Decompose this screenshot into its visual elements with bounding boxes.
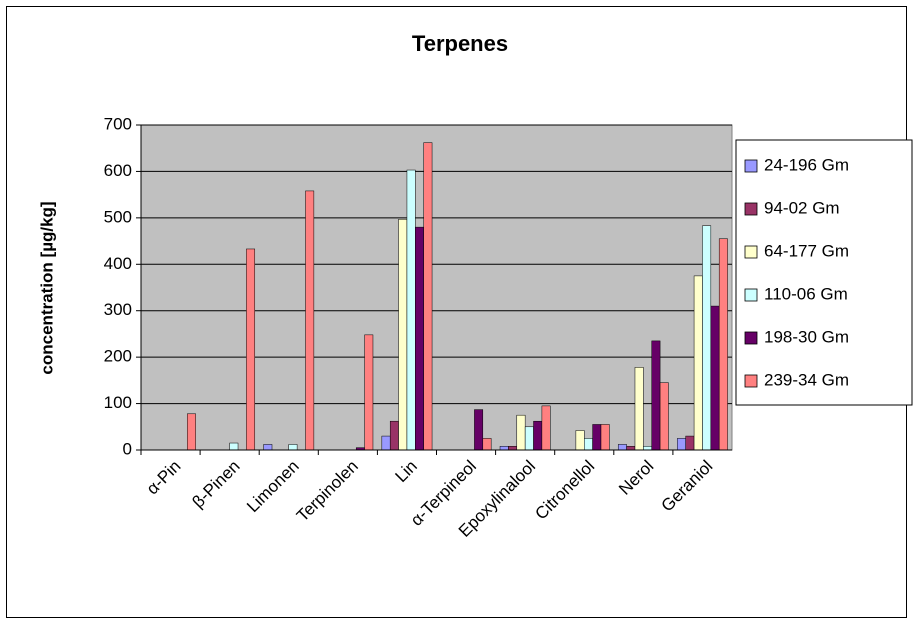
- y-tick-label: 0: [123, 439, 132, 458]
- bar: [415, 226, 424, 451]
- bar: [592, 424, 602, 451]
- bar: [533, 420, 543, 451]
- bar: [685, 435, 695, 451]
- bar: [516, 414, 526, 451]
- bar: [600, 424, 610, 451]
- bar: [398, 219, 408, 451]
- bar: [499, 446, 509, 451]
- bar: [693, 275, 703, 451]
- bar: [702, 225, 712, 451]
- legend-label: 24-196 Gm: [764, 155, 849, 174]
- y-tick-label: 100: [104, 393, 132, 412]
- bar: [718, 238, 728, 451]
- legend-swatch: [744, 374, 758, 388]
- bar: [389, 420, 399, 451]
- legend-swatch: [744, 331, 758, 345]
- bar: [288, 444, 298, 451]
- bar: [305, 190, 315, 451]
- bar: [626, 446, 636, 451]
- bar: [584, 438, 593, 451]
- y-tick-label: 300: [104, 300, 132, 319]
- bar: [482, 438, 492, 451]
- bar: [710, 305, 720, 451]
- legend-swatch: [744, 202, 758, 216]
- y-tick-label: 400: [104, 254, 132, 273]
- bar: [381, 435, 391, 451]
- y-tick-label: 600: [104, 161, 132, 180]
- bar: [541, 405, 551, 451]
- bar: [474, 409, 484, 451]
- bar: [524, 426, 534, 451]
- bar: [643, 446, 652, 451]
- bar: [634, 367, 644, 451]
- y-tick-label: 500: [104, 207, 132, 226]
- bar: [659, 382, 669, 451]
- bar: [651, 340, 661, 451]
- legend-label: 94-02 Gm: [764, 198, 840, 217]
- legend-swatch: [744, 288, 758, 302]
- y-axis-label: concentration [µg/kg]: [37, 201, 56, 374]
- legend-label: 110-06 Gm: [764, 284, 848, 303]
- bar: [229, 442, 239, 451]
- bar: [187, 413, 196, 451]
- bar: [677, 438, 686, 451]
- bar: [364, 334, 374, 451]
- legend-swatch: [744, 159, 758, 173]
- bar: [575, 430, 585, 451]
- chart-title: Terpenes: [412, 31, 508, 56]
- y-tick-label: 200: [104, 347, 132, 366]
- legend-label: 239-34 Gm: [764, 370, 849, 389]
- bar: [263, 444, 273, 451]
- legend-label: 198-30 Gm: [764, 327, 849, 346]
- plot-area: [140, 124, 733, 451]
- y-tick-label: 700: [104, 114, 132, 133]
- bar: [423, 142, 433, 451]
- legend-swatch: [744, 245, 758, 259]
- bar: [246, 248, 256, 451]
- legend-label: 64-177 Gm: [764, 241, 849, 260]
- bar: [406, 169, 416, 451]
- legend: [735, 139, 913, 406]
- bar: [617, 444, 627, 451]
- bar: [508, 446, 518, 451]
